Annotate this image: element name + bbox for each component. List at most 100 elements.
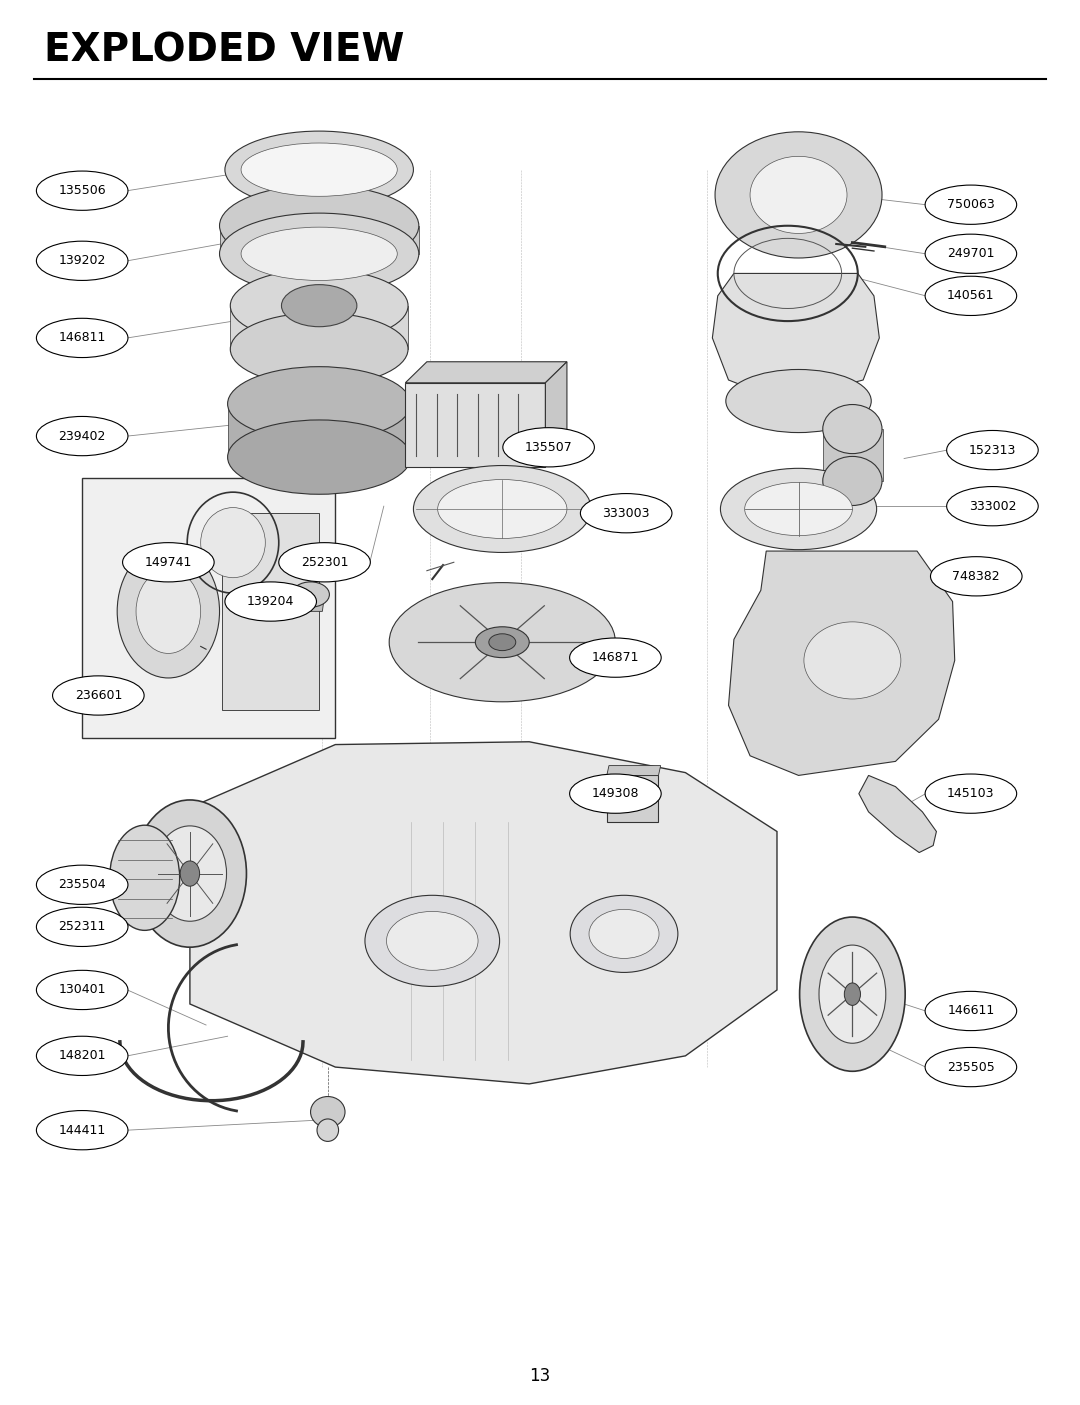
Ellipse shape	[926, 235, 1016, 274]
Ellipse shape	[153, 826, 227, 922]
Ellipse shape	[228, 367, 410, 441]
Ellipse shape	[845, 983, 861, 1006]
Ellipse shape	[947, 486, 1038, 525]
Polygon shape	[823, 429, 882, 481]
Ellipse shape	[926, 774, 1016, 813]
Text: 146811: 146811	[58, 332, 106, 344]
Text: EXPLODED VIEW: EXPLODED VIEW	[44, 31, 405, 69]
Ellipse shape	[475, 627, 529, 658]
Ellipse shape	[819, 946, 886, 1044]
Polygon shape	[219, 226, 419, 254]
Ellipse shape	[569, 638, 661, 677]
Ellipse shape	[926, 1048, 1016, 1086]
Ellipse shape	[201, 507, 266, 577]
Text: 135507: 135507	[525, 441, 572, 454]
Ellipse shape	[37, 971, 127, 1010]
Polygon shape	[298, 594, 325, 611]
Ellipse shape	[745, 482, 852, 535]
Ellipse shape	[823, 457, 882, 506]
Text: 252301: 252301	[301, 556, 349, 569]
Ellipse shape	[804, 622, 901, 700]
Text: 249701: 249701	[947, 247, 995, 260]
Polygon shape	[545, 361, 567, 466]
Text: 748382: 748382	[953, 570, 1000, 583]
Ellipse shape	[489, 634, 516, 651]
Text: 13: 13	[529, 1367, 551, 1384]
Ellipse shape	[589, 909, 659, 958]
Text: 252311: 252311	[58, 920, 106, 933]
Text: 750063: 750063	[947, 198, 995, 211]
Ellipse shape	[926, 277, 1016, 316]
Text: 139202: 139202	[58, 254, 106, 267]
Text: 135506: 135506	[58, 184, 106, 197]
Text: 149308: 149308	[592, 787, 639, 799]
Ellipse shape	[110, 825, 179, 930]
Polygon shape	[607, 776, 659, 822]
Ellipse shape	[228, 420, 410, 495]
Ellipse shape	[926, 992, 1016, 1031]
Ellipse shape	[37, 319, 127, 357]
Ellipse shape	[118, 545, 219, 679]
Ellipse shape	[720, 468, 877, 549]
Ellipse shape	[387, 912, 478, 971]
Text: 152313: 152313	[969, 444, 1016, 457]
Polygon shape	[190, 742, 777, 1083]
Ellipse shape	[570, 895, 678, 972]
Ellipse shape	[311, 1096, 345, 1127]
Polygon shape	[230, 306, 408, 348]
Ellipse shape	[318, 1118, 338, 1141]
Ellipse shape	[926, 185, 1016, 225]
Polygon shape	[405, 361, 567, 382]
Ellipse shape	[437, 479, 567, 538]
Ellipse shape	[37, 1037, 127, 1075]
Text: 144411: 144411	[58, 1124, 106, 1137]
Ellipse shape	[37, 416, 127, 455]
Ellipse shape	[219, 185, 419, 267]
Text: 148201: 148201	[58, 1050, 106, 1062]
Text: 139204: 139204	[247, 596, 295, 608]
Text: 333003: 333003	[603, 507, 650, 520]
Ellipse shape	[230, 270, 408, 343]
Ellipse shape	[37, 908, 127, 947]
Text: 145103: 145103	[947, 787, 995, 799]
Ellipse shape	[37, 865, 127, 905]
Ellipse shape	[750, 156, 847, 233]
Ellipse shape	[282, 285, 356, 327]
Ellipse shape	[136, 569, 201, 653]
Text: 333002: 333002	[969, 500, 1016, 513]
Ellipse shape	[37, 242, 127, 281]
Polygon shape	[82, 478, 335, 738]
Text: 140561: 140561	[947, 289, 995, 302]
Text: 235505: 235505	[947, 1061, 995, 1073]
Ellipse shape	[569, 774, 661, 813]
Ellipse shape	[365, 895, 500, 986]
Polygon shape	[859, 776, 936, 853]
Text: 236601: 236601	[75, 688, 122, 702]
Polygon shape	[713, 274, 879, 400]
Ellipse shape	[53, 676, 144, 715]
Ellipse shape	[37, 171, 127, 211]
Ellipse shape	[225, 582, 316, 621]
Ellipse shape	[726, 370, 872, 433]
Ellipse shape	[230, 313, 408, 385]
Ellipse shape	[241, 143, 397, 197]
Polygon shape	[228, 403, 410, 457]
Ellipse shape	[580, 493, 672, 532]
Polygon shape	[222, 513, 320, 710]
Ellipse shape	[122, 542, 214, 582]
Ellipse shape	[133, 799, 246, 947]
Ellipse shape	[715, 132, 882, 259]
Text: 149741: 149741	[145, 556, 192, 569]
Ellipse shape	[219, 214, 419, 295]
Text: 130401: 130401	[58, 983, 106, 996]
Ellipse shape	[503, 427, 594, 466]
Ellipse shape	[947, 430, 1038, 469]
Ellipse shape	[241, 228, 397, 281]
Ellipse shape	[292, 582, 329, 607]
Ellipse shape	[225, 131, 414, 208]
Ellipse shape	[931, 556, 1022, 596]
Polygon shape	[607, 766, 661, 776]
Ellipse shape	[180, 861, 200, 887]
Ellipse shape	[37, 1110, 127, 1149]
Ellipse shape	[799, 917, 905, 1071]
